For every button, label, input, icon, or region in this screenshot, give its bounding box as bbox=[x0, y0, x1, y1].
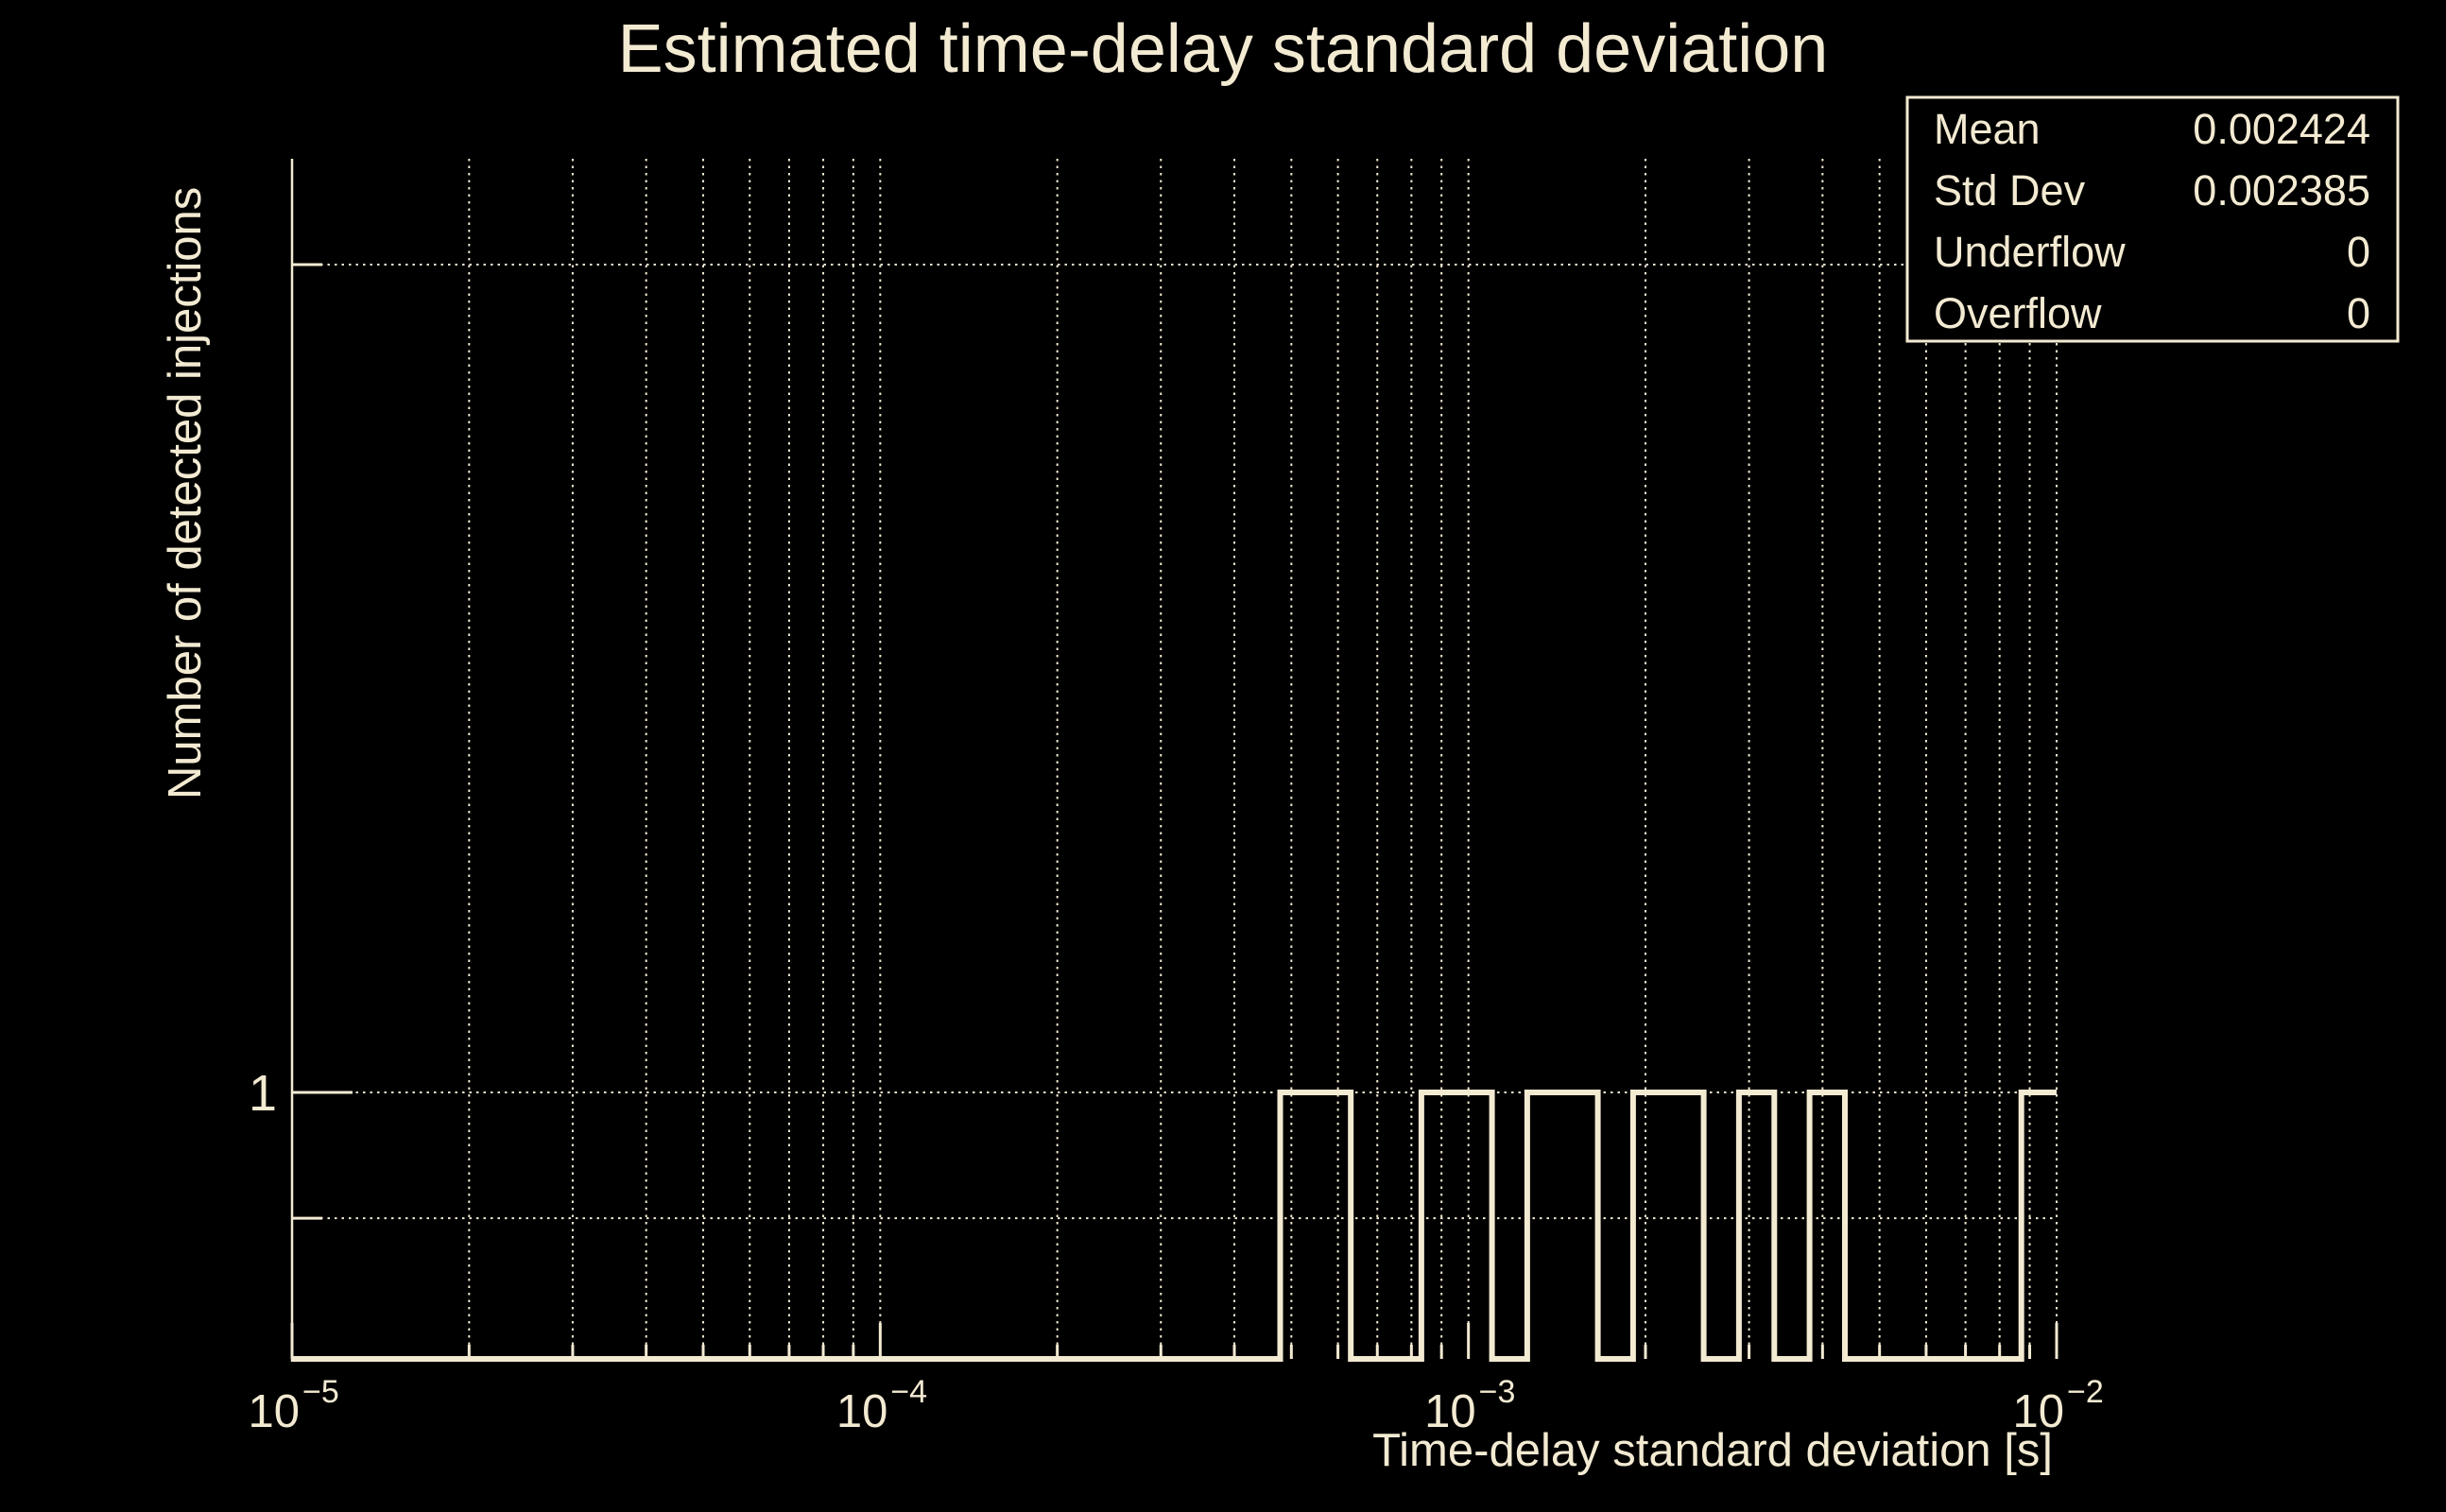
x-axis-title: Time-delay standard deviation [s] bbox=[1372, 1425, 2053, 1476]
x-tick-labels: 10 −5 10 −4 10 −3 10 −2 bbox=[248, 1374, 2103, 1437]
x-tick-label-exponent: −2 bbox=[2067, 1374, 2104, 1410]
stats-stddev-value: 0.002385 bbox=[2193, 166, 2370, 215]
stats-underflow-value: 0 bbox=[2347, 228, 2370, 276]
gridlines bbox=[291, 159, 2058, 1359]
stats-mean-value: 0.002424 bbox=[2193, 105, 2370, 153]
histogram-outline bbox=[292, 1090, 2057, 1362]
x-tick-label-base: 10 bbox=[836, 1386, 888, 1437]
stats-overflow-label: Overflow bbox=[1934, 289, 2102, 337]
stats-overflow-value: 0 bbox=[2347, 289, 2370, 337]
chart-title: Estimated time-delay standard deviation bbox=[618, 11, 1829, 87]
stats-mean-label: Mean bbox=[1934, 105, 2041, 153]
stats-underflow-label: Underflow bbox=[1934, 228, 2126, 276]
stats-box-frame bbox=[1905, 95, 2400, 343]
stats-box: Mean 0.002424 Std Dev 0.002385 Underflow… bbox=[1905, 95, 2400, 343]
y-axis-title: Number of detected injections bbox=[160, 187, 211, 799]
stats-stddev-label: Std Dev bbox=[1934, 166, 2086, 215]
y-tick-label-1: 1 bbox=[249, 1065, 277, 1122]
x-tick-label-base: 10 bbox=[2012, 1386, 2064, 1437]
x-tick-label-exponent: −5 bbox=[302, 1374, 339, 1410]
x-tick-label-base: 10 bbox=[1424, 1386, 1476, 1437]
x-tick-label-base: 10 bbox=[248, 1386, 300, 1437]
x-tick-label-exponent: −4 bbox=[890, 1374, 927, 1410]
x-tick-label-exponent: −3 bbox=[1479, 1374, 1516, 1410]
